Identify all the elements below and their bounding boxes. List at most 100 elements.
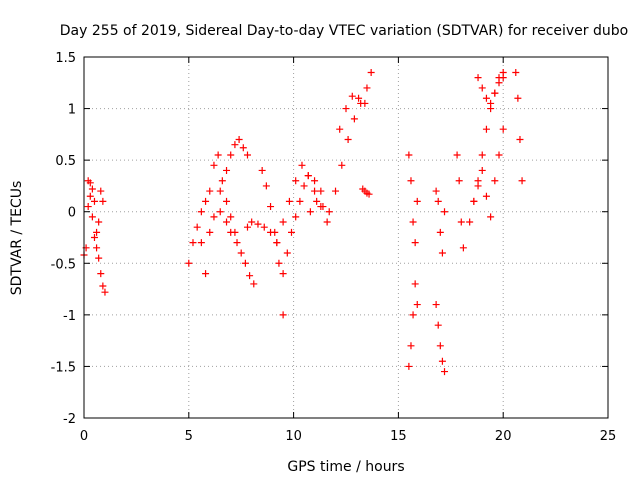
data-point [323, 218, 331, 226]
y-tick-label: -2 [63, 412, 76, 427]
data-point [407, 177, 415, 185]
y-tick-label: 0.5 [55, 154, 76, 169]
data-point [185, 259, 193, 267]
x-tick-label: 20 [495, 429, 512, 444]
data-point [495, 79, 503, 87]
data-point [338, 161, 346, 169]
data-point [206, 187, 214, 195]
data-point [298, 161, 306, 169]
data-point [411, 280, 419, 288]
data-point [231, 141, 239, 149]
data-point [88, 213, 96, 221]
data-point [189, 239, 197, 247]
data-point [275, 259, 283, 267]
data-point [90, 234, 98, 241]
data-point [97, 187, 105, 195]
data-point [441, 208, 449, 216]
data-point [99, 197, 107, 205]
data-point [258, 166, 266, 174]
y-tick-label: -0.5 [51, 257, 76, 272]
chart-title: Day 255 of 2019, Sidereal Day-to-day VTE… [60, 23, 628, 39]
data-point [246, 272, 254, 280]
data-point [405, 362, 413, 370]
plot-frame [83, 56, 609, 419]
data-point [288, 228, 296, 236]
data-point [512, 68, 520, 76]
data-point [243, 223, 251, 231]
data-point [438, 249, 446, 257]
data-point [474, 182, 482, 190]
data-point [432, 187, 440, 195]
data-point [227, 151, 235, 159]
x-axis-label: GPS time / hours [287, 459, 404, 475]
data-point [411, 239, 419, 247]
data-point [348, 92, 356, 100]
data-point [518, 177, 526, 185]
data-point [319, 203, 327, 211]
data-point [260, 223, 268, 231]
axis-tick-labels: -2 -1.5 -1 -0.5 0 0.5 1 1.5 0 5 10 15 20 25 [51, 51, 617, 444]
data-point [413, 301, 421, 309]
data-point [304, 172, 312, 180]
data-point [459, 244, 467, 252]
data-point [478, 151, 486, 159]
data-point [478, 84, 486, 92]
data-point [491, 177, 499, 185]
data-point [474, 74, 482, 82]
y-axis-label: SDTVAR / TECUs [9, 181, 25, 296]
data-point [482, 125, 490, 133]
data-point [317, 187, 325, 195]
y-tick-label: 1 [68, 103, 76, 118]
data-point [84, 203, 92, 211]
data-point [363, 84, 371, 92]
data-point [235, 136, 243, 144]
data-point [306, 208, 314, 216]
data-point [193, 223, 201, 231]
data-point [223, 166, 231, 174]
data-point [254, 220, 262, 228]
data-point [214, 151, 222, 159]
data-point [279, 270, 287, 278]
data-point [514, 94, 522, 102]
data-point [325, 208, 333, 216]
data-point [99, 282, 107, 290]
data-point [93, 244, 101, 252]
data-point [487, 99, 495, 107]
data-point [202, 197, 210, 205]
data-point [436, 228, 444, 236]
data-point [470, 197, 478, 205]
data-point [332, 187, 340, 195]
data-point [365, 190, 373, 198]
data-point [482, 192, 490, 200]
data-point [292, 177, 300, 185]
data-point [413, 197, 421, 205]
data-point [300, 182, 308, 190]
data-point [457, 218, 465, 226]
data-point [273, 239, 281, 247]
data-point [432, 301, 440, 309]
data-point [88, 185, 96, 193]
data-point [367, 68, 375, 76]
data-point [405, 151, 413, 159]
grid [84, 57, 608, 418]
data-point [311, 177, 319, 185]
data-point [250, 280, 258, 288]
data-point [311, 187, 319, 195]
data-point [344, 136, 352, 144]
data-points [80, 68, 526, 376]
data-point [223, 218, 231, 226]
data-point [434, 197, 442, 205]
x-tick-label: 10 [285, 429, 302, 444]
y-tick-label: 1.5 [55, 51, 76, 66]
data-point [97, 270, 105, 278]
data-point [216, 208, 224, 216]
data-point [271, 228, 279, 236]
data-point [95, 254, 103, 262]
data-point [210, 213, 218, 221]
data-point [239, 144, 247, 152]
y-tick-label: -1 [63, 309, 76, 324]
x-tick-label: 15 [390, 429, 407, 444]
data-point [283, 249, 291, 257]
data-point [361, 99, 369, 107]
